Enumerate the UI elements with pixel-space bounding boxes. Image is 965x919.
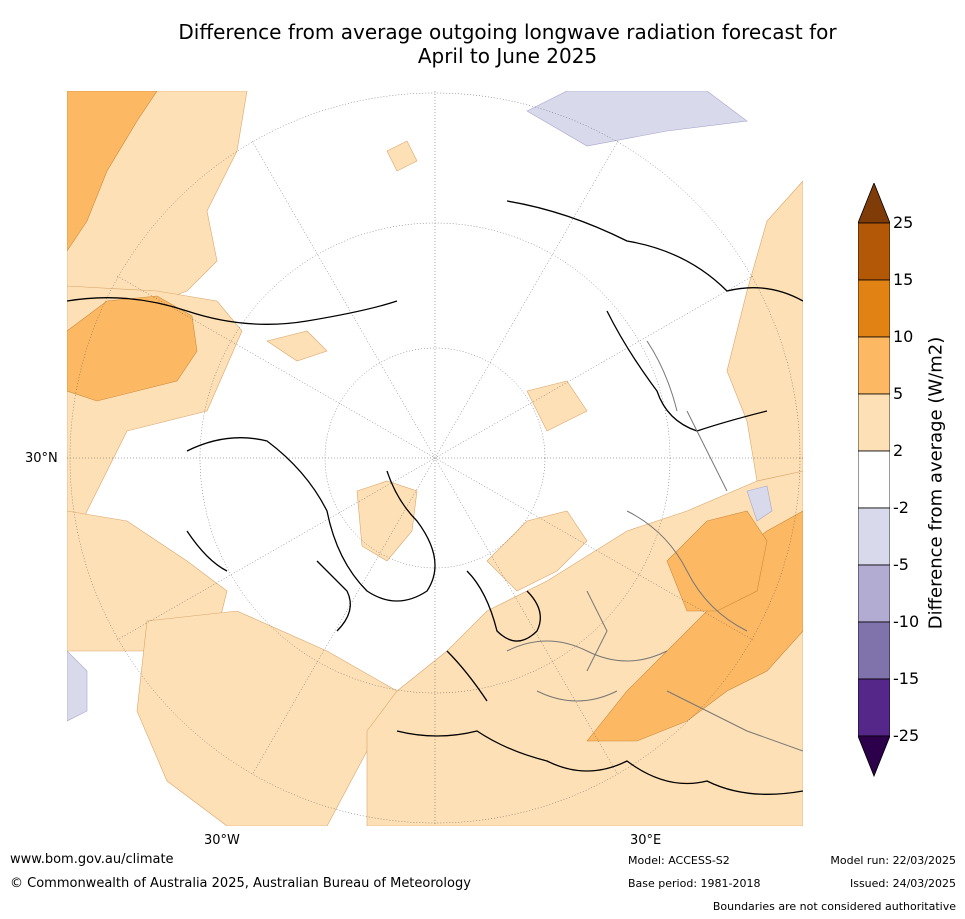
colorbar-tick-label: 5 (893, 384, 904, 403)
colorbar-tick-label: 15 (893, 270, 914, 289)
colorbar-tick-label: -15 (893, 669, 920, 688)
polar-map (67, 91, 803, 826)
colorbar-segment-10_15 (858, 279, 890, 338)
colorbar-tick-label: 2 (893, 441, 904, 460)
base-period-text: Base period: 1981-2018 (628, 877, 761, 890)
colorbar-tick-label: -2 (893, 498, 909, 517)
colorbar-tick-label: -25 (893, 726, 920, 745)
colorbar-segment-m25_m15 (858, 678, 890, 737)
colorbar-segments (858, 183, 890, 778)
anomaly-neg2-5-regions (67, 91, 773, 722)
coastlines (67, 200, 803, 795)
colorbar-tick-label: -10 (893, 612, 920, 631)
model-run-text: Model run: 22/03/2025 (830, 854, 956, 867)
colorbar-segment-5_10 (858, 336, 890, 395)
colorbar-tick-label: 25 (893, 213, 914, 232)
colorbar-segment-m15_m10 (858, 621, 890, 680)
disclaimer-text: Boundaries are not considered authoritat… (712, 900, 956, 913)
colorbar-tick-label: -5 (893, 555, 909, 574)
longitude-label-30w: 30°W (204, 833, 240, 848)
country-boundaries (506, 340, 803, 752)
graticule (67, 91, 803, 826)
copyright-text: © Commonwealth of Australia 2025, Austra… (10, 876, 471, 891)
colorbar-tick-label: 10 (893, 327, 914, 346)
colorbar-segment-2_5 (858, 393, 890, 452)
longitude-label-30e: 30°E (630, 833, 662, 848)
colorbar-svg (858, 183, 890, 778)
model-text: Model: ACCESS-S2 (628, 854, 730, 867)
website-link[interactable]: www.bom.gov.au/climate (10, 852, 174, 867)
anomaly-5-10-regions (67, 91, 803, 742)
issued-text: Issued: 24/03/2025 (849, 877, 956, 890)
title-line-2: April to June 2025 (417, 44, 598, 68)
latitude-label-30n: 30°N (25, 451, 58, 466)
map-title: Difference from average outgoing longwav… (0, 20, 965, 68)
colorbar (858, 183, 890, 783)
colorbar-label: Difference from average (W/m2) (925, 336, 947, 630)
colorbar-extend-high (858, 183, 890, 224)
colorbar-segment-15_25 (858, 222, 890, 281)
colorbar-segment-m5_m2 (858, 507, 890, 566)
map-svg (67, 91, 803, 826)
colorbar-segment-m10_m5 (858, 564, 890, 623)
colorbar-segment-m2_2 (858, 450, 890, 509)
title-line-1: Difference from average outgoing longwav… (178, 20, 837, 44)
colorbar-extend-low (858, 735, 890, 778)
